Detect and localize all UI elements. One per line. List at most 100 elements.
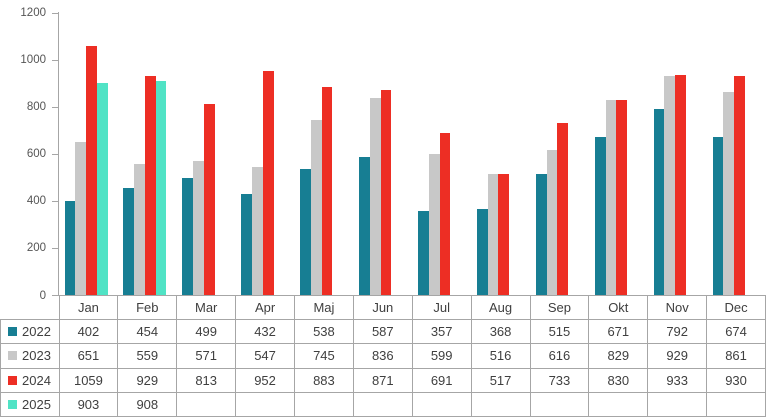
table-cell: 883	[294, 367, 353, 392]
y-axis-tick	[52, 154, 58, 155]
y-axis-label: 1200	[20, 6, 46, 19]
bar-2022-dec	[712, 136, 724, 296]
bar-2024-maj	[321, 87, 333, 296]
legend-cell-2023: 2023	[0, 343, 59, 368]
legend-label: 2025	[22, 397, 51, 412]
bar-2024-mar	[203, 103, 215, 296]
y-axis-label: 600	[26, 148, 46, 160]
month-header-cell: Jan	[58, 296, 118, 319]
plot-area	[59, 13, 766, 296]
table-cell: 691	[411, 367, 471, 392]
month-header-cell: Jul	[411, 296, 471, 319]
table-cell: 861	[706, 343, 765, 368]
table-cell: 587	[352, 318, 412, 343]
month-header-cell: Dec	[706, 296, 765, 319]
bar-2024-jan	[86, 45, 97, 296]
table-cell: 357	[411, 318, 471, 343]
y-axis-line	[58, 12, 59, 296]
bar-2022-sep	[535, 174, 547, 296]
bar-2024-jun	[380, 90, 392, 296]
table-cell	[470, 392, 530, 416]
bar-2022-jun	[359, 157, 370, 296]
bar-2025-feb	[155, 81, 167, 296]
table-cell: 571	[176, 343, 236, 368]
table-cell	[352, 392, 412, 416]
table-cell: 792	[647, 318, 707, 343]
table-cell: 930	[706, 367, 765, 392]
month-header-cell: Nov	[647, 296, 706, 319]
table-cell: 733	[529, 367, 589, 392]
table-cell: 933	[647, 367, 707, 392]
bar-2024-sep	[557, 122, 569, 296]
table-cell: 929	[647, 343, 707, 368]
bar-2023-maj	[310, 119, 322, 296]
bar-2022-apr	[241, 193, 252, 296]
month-header-cell: Jun	[352, 296, 412, 319]
table-cell: 871	[352, 367, 412, 392]
bar-2025-jan	[96, 82, 108, 296]
table-cell	[529, 392, 589, 416]
legend-swatch-2023	[8, 351, 17, 361]
table-cell	[294, 392, 353, 416]
bar-2024-nov	[675, 75, 686, 296]
y-axis-label: 800	[26, 100, 46, 113]
legend-cell-2025: 2025	[0, 392, 59, 416]
month-header-cell: Aug	[470, 296, 530, 319]
bar-2023-jan	[75, 141, 86, 296]
table-cell	[235, 392, 294, 416]
bar-2023-sep	[546, 150, 558, 296]
table-cell: 559	[117, 343, 177, 368]
table-cell: 671	[588, 318, 648, 343]
table-cell: 432	[235, 318, 294, 343]
table-cell: 517	[470, 367, 530, 392]
bar-2023-feb	[134, 163, 145, 296]
table-cell: 1059	[58, 367, 118, 392]
legend-cell-2022: 2022	[0, 318, 59, 343]
table-cell	[588, 392, 648, 416]
legend-swatch-2022	[8, 326, 17, 336]
table-cell	[706, 392, 765, 416]
table-cell: 515	[529, 318, 589, 343]
data-table: Jan Feb Mar Apr Maj Jun Jul Aug Sep Okt Nov Dec 2022…	[0, 296, 766, 417]
table-cell: 952	[235, 367, 294, 392]
y-axis: 0 200 400 600 800 1000 1200	[0, 0, 46, 302]
month-header-cell: Feb	[117, 296, 176, 319]
y-axis-label: 1000	[20, 53, 46, 66]
month-header-cell: Sep	[529, 296, 589, 319]
table-cell	[176, 392, 236, 416]
bar-2024-jul	[439, 132, 451, 296]
y-axis-tick	[52, 248, 58, 249]
table-cell: 454	[117, 318, 177, 343]
y-axis-tick	[52, 107, 58, 108]
bar-2022-feb	[123, 188, 135, 296]
legend-swatch-2024	[8, 375, 17, 385]
bar-2024-feb	[144, 76, 156, 296]
bar-2022-aug	[476, 208, 488, 296]
bar-2023-dec	[723, 92, 735, 296]
legend-cell-2024: 2024	[0, 367, 59, 392]
bar-2022-nov	[653, 108, 665, 296]
legend-label: 2024	[22, 372, 51, 388]
table-cell: 908	[117, 392, 177, 416]
table-cell	[411, 392, 471, 416]
table-cell: 830	[588, 367, 648, 392]
bar-2024-dec	[734, 76, 745, 296]
y-axis-tick	[52, 201, 58, 202]
month-header-cell: Maj	[294, 296, 353, 319]
bar-2022-maj	[300, 168, 311, 296]
bar-2023-aug	[487, 173, 499, 296]
month-header-cell: Mar	[176, 296, 235, 319]
table-cell: 368	[470, 318, 530, 343]
table-cell: 813	[176, 367, 236, 392]
bar-2023-jul	[428, 154, 440, 296]
table-cell	[647, 392, 707, 416]
y-axis-label: 400	[26, 195, 46, 208]
bar-2022-jan	[64, 200, 76, 296]
y-axis-tick	[52, 60, 58, 61]
table-cell: 745	[294, 343, 353, 368]
bar-2023-mar	[193, 160, 204, 296]
table-cell: 836	[352, 343, 412, 368]
x-axis-line	[52, 295, 766, 296]
table-cell: 402	[58, 318, 118, 343]
